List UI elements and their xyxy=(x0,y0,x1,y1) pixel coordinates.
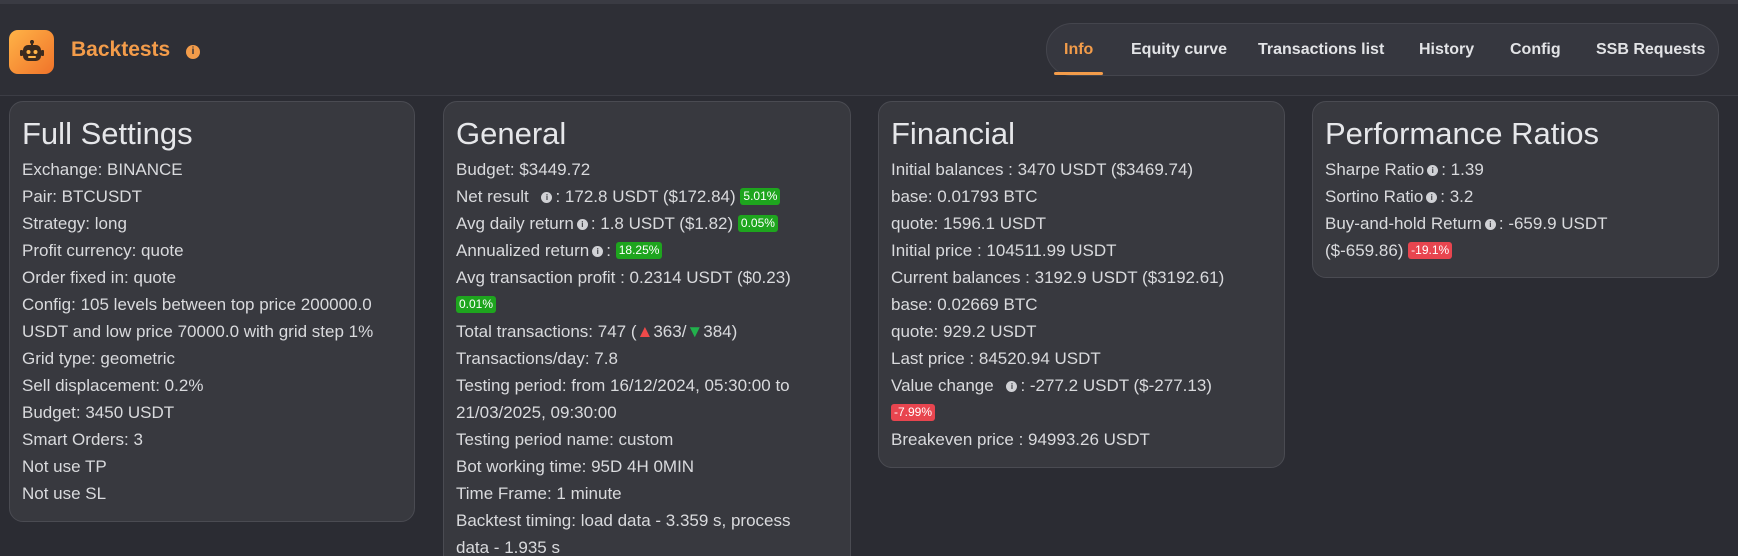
sell-displacement-text: Sell displacement: 0.2% xyxy=(22,376,204,395)
buy-and-hold-row: Buy-and-hold Return i: -659.9 USDT xyxy=(1325,210,1706,237)
config-text-line-2: USDT and low price 70000.0 with grid ste… xyxy=(22,322,374,341)
annualized-value: : xyxy=(606,241,611,260)
total-transactions-row: Total transactions: 747 (▲363/▼384) xyxy=(456,318,838,345)
tab-transactions-list[interactable]: Transactions list xyxy=(1258,41,1385,58)
avg-transaction-badge: 0.01% xyxy=(456,296,497,313)
sharpe-ratio-row: Sharpe Ratio i: 1.39 xyxy=(1325,156,1706,183)
card-title: Full Settings xyxy=(22,116,193,151)
last-price-text: Last price : 84520.94 USDT xyxy=(891,349,1101,368)
tab-config[interactable]: Config xyxy=(1510,41,1561,58)
annualized-badge: 18.25% xyxy=(615,242,663,259)
sortino-ratio-value: : 3.2 xyxy=(1440,187,1474,206)
total-transactions-suffix: ) xyxy=(731,322,738,341)
budget-text: Budget: $3449.72 xyxy=(456,160,591,179)
transactions-separator: / xyxy=(681,322,687,341)
full-settings-card: Full Settings Exchange: BINANCE Pair: BT… xyxy=(9,101,415,522)
backtest-timing-line-1: Backtest timing: load data - 3.359 s, pr… xyxy=(456,511,791,530)
current-base-text: base: 0.02669 BTC xyxy=(891,295,1038,314)
info-icon[interactable]: i xyxy=(576,219,588,230)
value-change-badge-row: -7.99% xyxy=(891,399,1272,426)
general-card: General Budget: $3449.72 Net result i: 1… xyxy=(443,101,851,556)
info-icon[interactable]: i xyxy=(1427,165,1439,176)
tab-bar: Info Equity curve Transactions list Hist… xyxy=(1046,23,1719,76)
financial-card: Financial Initial balances : 3470 USDT (… xyxy=(878,101,1285,468)
order-fixed-text: Order fixed in: quote xyxy=(22,268,177,287)
transactions-up-count: 363 xyxy=(653,322,682,341)
tab-info[interactable]: Info xyxy=(1053,24,1104,75)
net-result-row: Net result i: 172.8 USDT ($172.84) 5.01% xyxy=(456,183,838,210)
top-strip xyxy=(0,0,1738,4)
sharpe-ratio-value: : 1.39 xyxy=(1441,160,1484,179)
tp-text: Not use TP xyxy=(22,457,107,476)
sl-text: Not use SL xyxy=(22,484,107,503)
config-text-line-1: Config: 105 levels between top price 200… xyxy=(22,295,372,314)
exchange-text: Exchange: BINANCE xyxy=(22,160,183,179)
app-header: Backtests i Info Equity curve Transactio… xyxy=(0,4,1738,96)
info-icon[interactable]: i xyxy=(186,45,200,59)
net-result-badge: 5.01% xyxy=(740,188,781,205)
transactions-down-count: 384 xyxy=(703,322,732,341)
testing-period-line-2: 21/03/2025, 09:30:00 xyxy=(456,403,617,422)
initial-base-text: base: 0.01793 BTC xyxy=(891,187,1038,206)
value-change-label: Value change xyxy=(891,376,994,395)
info-icon[interactable]: i xyxy=(592,246,604,257)
performance-ratios-card: Performance Ratios Sharpe Ratio i: 1.39 S… xyxy=(1312,101,1719,278)
info-icon[interactable]: i xyxy=(1006,381,1018,392)
transactions-per-day-text: Transactions/day: 7.8 xyxy=(456,349,618,368)
buy-and-hold-usd-row: ($-659.86) -19.1% xyxy=(1325,237,1706,264)
avg-transaction-badge-row: 0.01% xyxy=(456,291,838,318)
sortino-ratio-label: Sortino Ratio xyxy=(1325,187,1424,206)
sortino-ratio-row: Sortino Ratio i: 3.2 xyxy=(1325,183,1706,210)
pair-text: Pair: BTCUSDT xyxy=(22,187,142,206)
tab-equity-curve[interactable]: Equity curve xyxy=(1131,41,1228,58)
annualized-row: Annualized return i: 18.25% xyxy=(456,237,838,264)
annualized-label: Annualized return xyxy=(456,241,590,260)
page-title: Backtests xyxy=(71,38,171,61)
total-transactions-prefix: Total transactions: 747 ( xyxy=(456,322,637,341)
buy-and-hold-badge: -19.1% xyxy=(1408,242,1453,259)
current-balances-text: Current balances : 3192.9 USDT ($3192.61… xyxy=(891,268,1225,287)
card-title: General xyxy=(456,116,567,151)
bot-working-time-text: Bot working time: 95D 4H 0MIN xyxy=(456,457,695,476)
avg-daily-label: Avg daily return xyxy=(456,214,574,233)
smart-orders-text: Smart Orders: 3 xyxy=(22,430,143,449)
budget-text: Budget: 3450 USDT xyxy=(22,403,175,422)
robot-icon[interactable] xyxy=(9,30,54,74)
info-icon[interactable]: i xyxy=(1426,192,1438,203)
avg-daily-row: Avg daily return i: 1.8 USDT ($1.82) 0.05… xyxy=(456,210,838,237)
avg-transaction-profit-text: Avg transaction profit : 0.2314 USDT ($0… xyxy=(456,268,791,287)
grid-type-text: Grid type: geometric xyxy=(22,349,176,368)
buy-and-hold-label: Buy-and-hold Return xyxy=(1325,214,1482,233)
buy-and-hold-usd: ($-659.86) xyxy=(1325,241,1404,260)
initial-price-text: Initial price : 104511.99 USDT xyxy=(891,241,1117,260)
testing-period-name-text: Testing period name: custom xyxy=(456,430,674,449)
avg-daily-value: : 1.8 USDT ($1.82) xyxy=(590,214,734,233)
profit-currency-text: Profit currency: quote xyxy=(22,241,184,260)
card-title: Performance Ratios xyxy=(1325,116,1599,151)
time-frame-text: Time Frame: 1 minute xyxy=(456,484,622,503)
sharpe-ratio-label: Sharpe Ratio xyxy=(1325,160,1425,179)
breakeven-price-text: Breakeven price : 94993.26 USDT xyxy=(891,430,1150,449)
tab-ssb-requests[interactable]: SSB Requests xyxy=(1596,41,1706,58)
strategy-text: Strategy: long xyxy=(22,214,127,233)
backtest-timing-line-2: data - 1.935 s xyxy=(456,538,560,556)
down-arrow-icon: ▼ xyxy=(686,322,704,341)
net-result-value: : 172.8 USDT ($172.84) xyxy=(555,187,736,206)
value-change-value: : -277.2 USDT ($-277.13) xyxy=(1020,376,1212,395)
net-result-label: Net result xyxy=(456,187,529,206)
value-change-badge: -7.99% xyxy=(891,404,936,421)
avg-daily-badge: 0.05% xyxy=(737,215,778,232)
card-title: Financial xyxy=(891,116,1016,151)
current-quote-text: quote: 929.2 USDT xyxy=(891,322,1037,341)
info-icon[interactable]: i xyxy=(1484,219,1496,230)
buy-and-hold-value: : -659.9 USDT xyxy=(1498,214,1608,233)
testing-period-line-1: Testing period: from 16/12/2024, 05:30:0… xyxy=(456,376,790,395)
initial-balances-text: Initial balances : 3470 USDT ($3469.74) xyxy=(891,160,1194,179)
tab-history[interactable]: History xyxy=(1419,41,1475,58)
up-arrow-icon: ▲ xyxy=(636,322,654,341)
info-icon[interactable]: i xyxy=(541,192,553,203)
value-change-row: Value change i: -277.2 USDT ($-277.13) xyxy=(891,372,1272,399)
initial-quote-text: quote: 1596.1 USDT xyxy=(891,214,1046,233)
